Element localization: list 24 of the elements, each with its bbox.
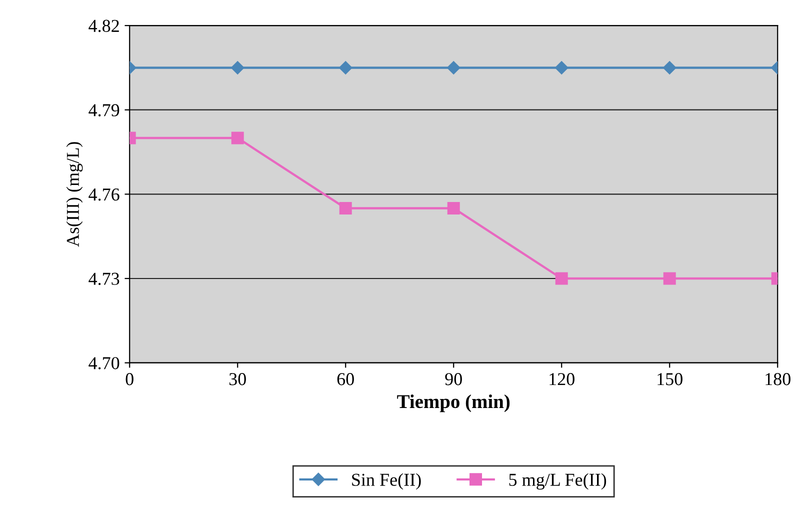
x-tick-label: 150 [658,373,682,386]
y-tick-label: 4.82 [88,20,119,32]
point [555,61,568,74]
x-tick-label: 30 [229,373,246,386]
x-tick-label: 60 [337,373,354,386]
point [447,202,460,214]
y-tick-label: 4.76 [88,188,120,201]
point [663,272,676,285]
x-axis-title: Tiempo (min) [397,394,510,412]
y-tick-label: 4.73 [88,272,120,286]
point [339,61,352,74]
y-tick-label: 4.70 [88,357,120,370]
y-tick-label: 4.79 [88,104,120,116]
point [555,272,568,285]
point [447,61,460,74]
legend-label: 5 mg/L Fe(II) [509,473,606,490]
y-axis-title: As(III) (mg/L) [66,142,83,247]
point [663,61,676,74]
x-tick-label: 120 [550,373,574,386]
x-tick-label: 90 [445,373,462,386]
x-tick-label: 0 [126,373,134,386]
legend-label: Sin Fe(II) [352,473,421,490]
point [339,202,352,214]
x-tick-label: 180 [766,373,790,386]
